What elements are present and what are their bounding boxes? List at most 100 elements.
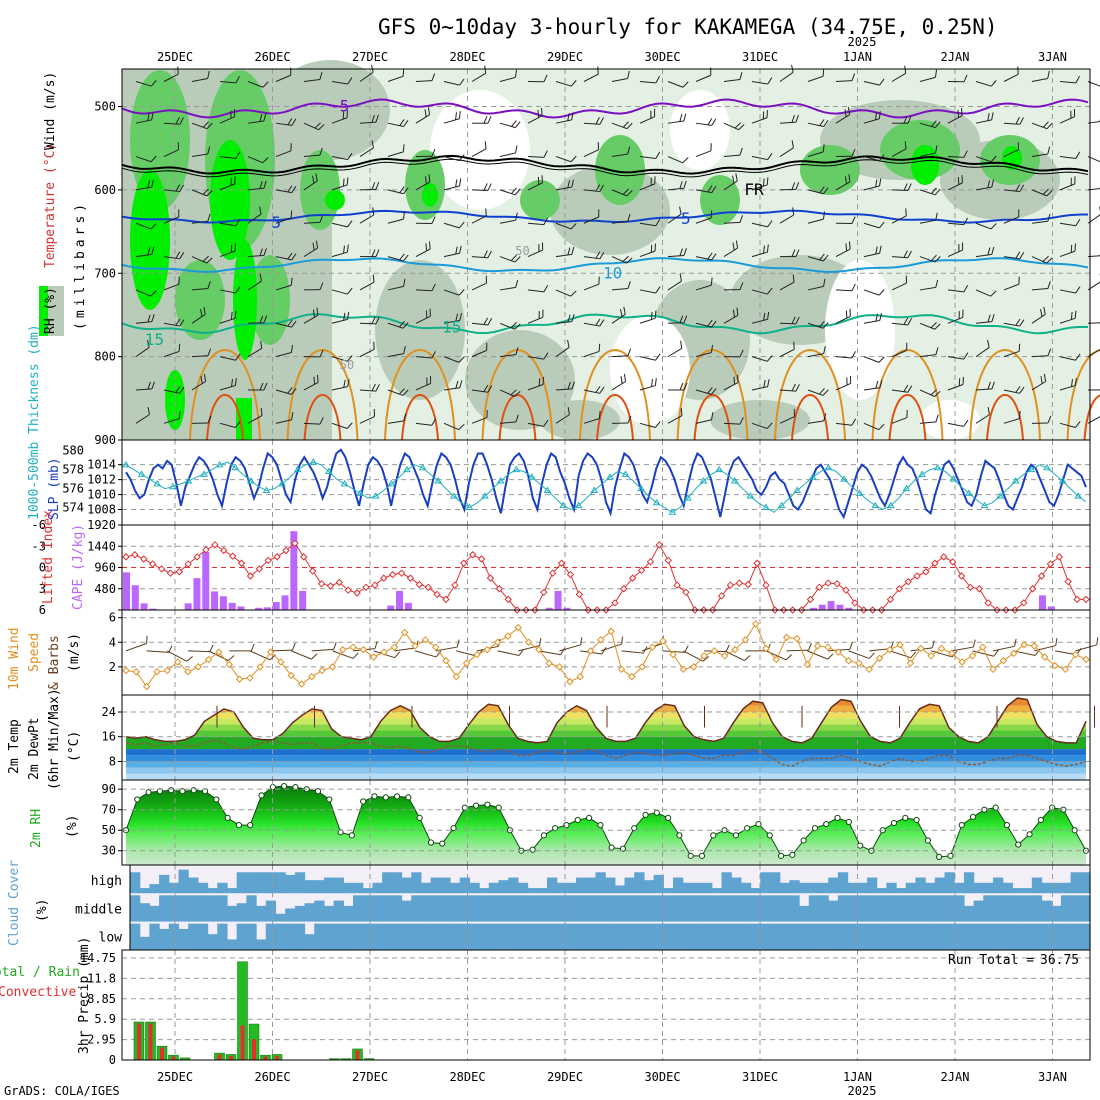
barb-staff: [219, 289, 236, 294]
thickness-marker-116: [1027, 465, 1036, 473]
barb-staff: [191, 256, 207, 264]
cloud-high-bar-67: [779, 882, 790, 894]
barb-flag: [402, 254, 409, 262]
barb-flag: [654, 377, 657, 386]
barb-staff: [835, 248, 851, 258]
barb-flag: [935, 279, 939, 288]
barb-flag: [231, 379, 233, 387]
upper-wind-barb-67: [303, 122, 325, 131]
thickness-marker-42: [449, 492, 458, 499]
barb-staff: [667, 415, 683, 424]
li-marker-82: [851, 599, 859, 607]
barb-flag: [539, 637, 542, 646]
cloud-row-label-low: low: [99, 931, 123, 946]
barb-staff: [247, 415, 263, 424]
upper-wind-barb-130: [443, 380, 463, 391]
barb-flag: [428, 241, 431, 250]
cape-bar-2: [140, 603, 148, 610]
cloud-low-bar-78: [886, 923, 897, 950]
upper-wind-barb-127: [443, 289, 465, 296]
li-marker-23: [326, 582, 335, 590]
upper-wind-barb-294: [863, 356, 885, 363]
bottom-date-label-5: 30DEC: [644, 1070, 680, 1084]
barb-staff: [163, 350, 180, 358]
barb-flag: [791, 316, 796, 324]
barb-staff: [695, 284, 712, 291]
precip-tick-label-4: 14.75: [80, 951, 116, 965]
barb-flag: [202, 121, 209, 128]
upper-wind-barb-40: [219, 310, 237, 324]
chart-title: GFS 0~10day 3-hourly for KAKAMEGA (34.75…: [378, 15, 998, 39]
slp-tick-label-0: 1008: [87, 503, 116, 517]
li-marker-3: [148, 560, 157, 568]
barb-flag: [487, 183, 492, 191]
cloud-middle-bar-87: [973, 900, 984, 922]
upper-wind-barb-258: [780, 249, 800, 258]
barb-flag: [567, 113, 570, 121]
barb-flag: [371, 114, 375, 123]
cloud-high-bar-22: [343, 882, 354, 894]
thickness-marker-46: [481, 492, 489, 499]
bottom-date-label-2: 27DEC: [352, 1070, 388, 1084]
upper-wind-barb-270: [807, 278, 826, 291]
barb-flag: [543, 217, 548, 225]
barb-flag: [958, 311, 960, 319]
barb-flag: [290, 277, 293, 286]
barb-staff: [1003, 122, 1020, 125]
thickness-marker-40: [434, 477, 443, 484]
upper-wind-barb-52: [247, 340, 263, 358]
barb-flag: [150, 80, 157, 87]
li-marker-55: [611, 599, 619, 607]
barb-staff: [1003, 256, 1020, 260]
barb-staff: [331, 422, 348, 430]
cloud-low-bar-60: [711, 923, 723, 950]
barb-staff: [611, 256, 627, 264]
barb-staff: [695, 419, 712, 424]
barb-staff: [695, 322, 712, 328]
li-marker-35: [433, 590, 441, 599]
cloud-middle-bar-73: [837, 895, 849, 922]
wind-speed-marker-76: [906, 659, 915, 667]
cloud-high-bar-5: [178, 869, 189, 894]
barb-flag: [879, 380, 883, 388]
cloud-high-bar-47: [585, 877, 597, 894]
barb-flag: [427, 107, 431, 115]
upper-wind-barb-160: [527, 285, 549, 293]
cloud-middle-bar-24: [362, 895, 374, 922]
upper-wind-barb-248: [751, 287, 773, 295]
barb-staff: [527, 316, 544, 324]
upper-wind-barb-62: [275, 319, 297, 328]
wind-speed-marker-67: [813, 642, 822, 650]
barb-staff: [415, 315, 431, 324]
upper-wind-barb-232: [723, 122, 745, 131]
cloud-low-bar-69: [799, 923, 810, 950]
upper-wind-barb-177: [583, 117, 604, 125]
wind-speed-marker-6: [184, 668, 192, 676]
barb-staff: [863, 320, 880, 324]
rh-clear-0: [430, 90, 530, 210]
pressure-tick-label-0: 500: [94, 100, 116, 114]
barb-staff: [889, 650, 911, 659]
upper-wind-barb-150: [499, 322, 521, 330]
upper-wind-barb-335: [975, 246, 995, 258]
upper-wind-barb-131: [443, 422, 465, 431]
barb-flag: [178, 209, 180, 217]
barb-flag: [571, 314, 575, 322]
upper-wind-barb-154: [527, 74, 548, 83]
wind-speed-marker-27: [401, 628, 409, 637]
barb-flag: [402, 68, 405, 77]
upper-wind-barb-344: [1003, 184, 1025, 193]
rh2m-marker-4: [168, 787, 175, 794]
barb-flag: [515, 414, 519, 423]
barb-staff: [163, 418, 180, 424]
upper-wind-barb-339: [975, 381, 995, 391]
cloud-high-bar-41: [527, 888, 538, 894]
upper-wind-barb-26: [191, 213, 211, 224]
upper-wind-barb-290: [863, 221, 885, 229]
cloud-high-bar-78: [886, 882, 897, 894]
barb-staff: [931, 650, 953, 658]
cloud-high-bar-95: [1051, 882, 1062, 894]
barb-flag: [458, 111, 461, 119]
li-tick-label-2: 0: [39, 561, 46, 575]
barb-flag: [319, 215, 324, 223]
